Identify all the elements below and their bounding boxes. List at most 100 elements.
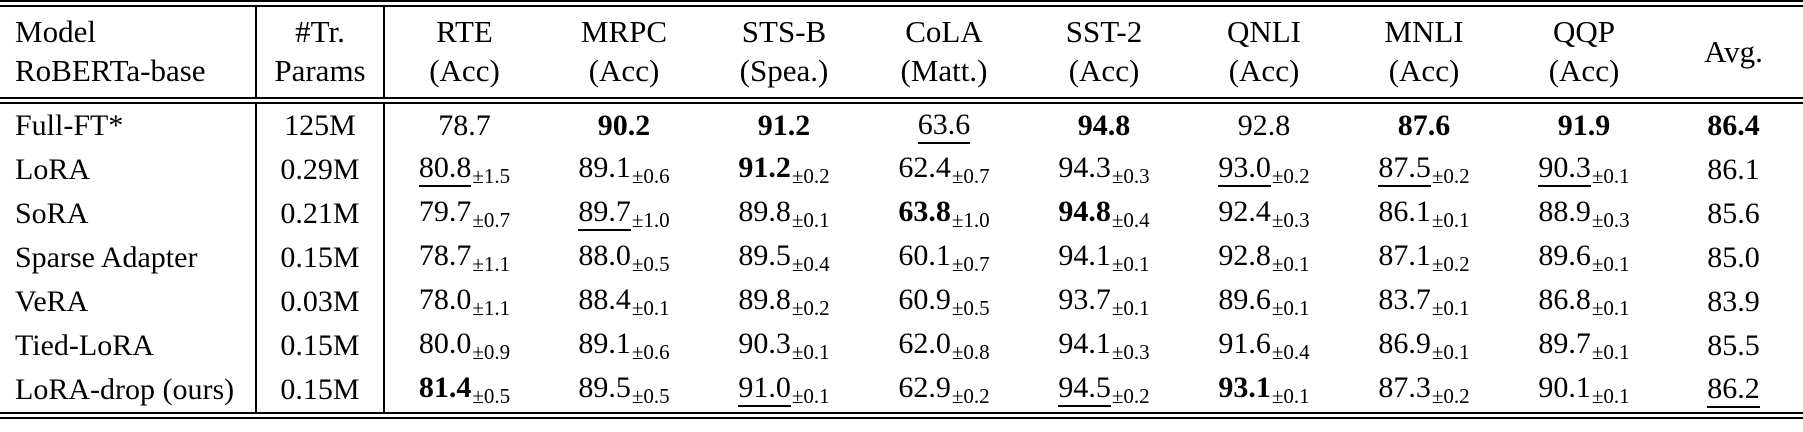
score-value: 83.7 <box>1378 283 1431 316</box>
header-params-line2: Params <box>274 53 366 88</box>
score-cell: 93.1±0.1 <box>1184 368 1344 416</box>
score-value: 91.6 <box>1218 327 1271 360</box>
score-value: 89.6 <box>1538 239 1591 272</box>
score-value: 85.5 <box>1707 329 1760 362</box>
score-std: ±0.4 <box>1111 208 1150 232</box>
score-cell: 91.9 <box>1504 101 1664 149</box>
model-name: SoRA <box>0 192 257 236</box>
header-avg: Avg. <box>1664 3 1803 104</box>
model-name: Tied-LoRA <box>0 324 257 368</box>
score-value: 85.0 <box>1707 241 1760 274</box>
score-value: 87.6 <box>1397 109 1451 142</box>
score-cell: 93.0±0.2 <box>1184 148 1344 192</box>
score-std: ±0.1 <box>1591 296 1630 320</box>
score-value: 89.8 <box>738 283 791 316</box>
score-value: 88.4 <box>578 283 631 316</box>
score-std: ±1.5 <box>472 164 511 188</box>
header-model-line1: Model <box>15 14 96 49</box>
score-std: ±0.1 <box>1271 252 1310 276</box>
score-cell: 89.7±0.1 <box>1504 324 1664 368</box>
score-cell: 80.0±0.9 <box>384 324 544 368</box>
header-task-rte: RTE (Acc) <box>384 3 544 104</box>
score-cell: 89.8±0.1 <box>704 192 864 236</box>
score-value: 91.0 <box>738 373 791 407</box>
score-value: 81.4 <box>418 371 472 404</box>
score-std: ±0.9 <box>472 340 511 364</box>
header-task-qqp: QQP (Acc) <box>1504 3 1664 104</box>
table-row: Tied-LoRA 0.15M 80.0±0.9 89.1±0.6 90.3±0.1 62… <box>0 324 1803 368</box>
score-cell: 87.6 <box>1344 101 1504 149</box>
score-cell: 91.2 <box>704 101 864 149</box>
score-std: ±1.1 <box>472 252 511 276</box>
score-value: 93.1 <box>1218 371 1271 404</box>
trainable-params: 0.15M <box>256 368 385 416</box>
score-std: ±0.2 <box>791 164 830 188</box>
trainable-params: 0.29M <box>256 148 385 192</box>
score-value: 87.5 <box>1378 153 1431 187</box>
score-value: 91.9 <box>1557 109 1611 142</box>
score-value: 90.3 <box>1538 153 1591 187</box>
score-std: ±0.1 <box>1431 208 1470 232</box>
model-name: VeRA <box>0 280 257 324</box>
score-cell: 87.3±0.2 <box>1344 368 1504 416</box>
score-cell: 90.1±0.1 <box>1504 368 1664 416</box>
model-name: Full-FT* <box>0 100 257 148</box>
header-task-mnli: MNLI (Acc) <box>1344 3 1504 104</box>
score-cell: 79.7±0.7 <box>384 192 544 236</box>
table-header: Model RoBERTa-base #Tr. Params RTE (Acc)… <box>0 3 1803 104</box>
score-std: ±0.5 <box>951 296 990 320</box>
score-std: ±0.1 <box>1271 296 1310 320</box>
score-cell: 93.7±0.1 <box>1024 280 1184 324</box>
score-value: 90.3 <box>738 327 791 360</box>
score-cell: 63.6 <box>864 101 1024 149</box>
header-task-sst2: SST-2 (Acc) <box>1024 3 1184 104</box>
score-cell: 89.1±0.6 <box>544 148 704 192</box>
score-cell: 94.8±0.4 <box>1024 192 1184 236</box>
score-value: 86.2 <box>1707 374 1760 408</box>
score-value: 93.7 <box>1058 283 1111 316</box>
score-std: ±0.2 <box>791 296 830 320</box>
score-value: 86.8 <box>1538 283 1591 316</box>
score-std: ±0.3 <box>1591 208 1630 232</box>
score-std: ±0.1 <box>1431 296 1470 320</box>
score-value: 90.1 <box>1538 371 1591 404</box>
score-std: ±0.1 <box>791 208 830 232</box>
score-cell: 78.7 <box>384 101 544 149</box>
trainable-params: 0.21M <box>256 192 385 236</box>
header-task-mrpc: MRPC (Acc) <box>544 3 704 104</box>
score-value: 80.8 <box>418 153 472 187</box>
score-cell: 87.5±0.2 <box>1344 148 1504 192</box>
score-value: 86.1 <box>1707 153 1760 186</box>
score-cell: 89.6±0.1 <box>1504 236 1664 280</box>
score-value: 87.1 <box>1378 239 1431 272</box>
header-params-line1: #Tr. <box>295 14 345 49</box>
header-row: Model RoBERTa-base #Tr. Params RTE (Acc)… <box>0 3 1803 104</box>
trainable-params: 125M <box>256 100 385 148</box>
avg-cell: 85.6 <box>1664 192 1803 236</box>
score-std: ±0.1 <box>1591 340 1630 364</box>
table-body: Full-FT* 125M 78.7 90.2 91.2 63.6 94.8 92.8 87.6… <box>0 100 1803 416</box>
score-std: ±0.4 <box>791 252 830 276</box>
score-value: 63.8 <box>898 195 951 228</box>
table-row: Sparse Adapter 0.15M 78.7±1.1 88.0±0.5 89.5±… <box>0 236 1803 280</box>
score-std: ±1.0 <box>631 208 670 232</box>
score-value: 90.2 <box>597 109 651 142</box>
score-cell: 89.7±1.0 <box>544 192 704 236</box>
score-std: ±0.1 <box>631 296 670 320</box>
score-std: ±0.1 <box>1111 296 1150 320</box>
score-value: 94.8 <box>1077 109 1131 142</box>
score-value: 78.7 <box>438 109 491 142</box>
header-model: Model RoBERTa-base <box>0 3 257 104</box>
score-value: 91.2 <box>738 151 791 184</box>
score-std: ±0.1 <box>791 384 830 408</box>
score-value: 87.3 <box>1378 371 1431 404</box>
score-value: 89.5 <box>738 239 791 272</box>
score-value: 89.1 <box>578 327 631 360</box>
avg-cell: 85.0 <box>1664 236 1803 280</box>
score-cell: 80.8±1.5 <box>384 148 544 192</box>
score-value: 60.9 <box>898 283 951 316</box>
score-std: ±0.1 <box>791 340 830 364</box>
score-value: 93.0 <box>1218 153 1271 187</box>
score-value: 92.8 <box>1237 109 1291 142</box>
score-std: ±0.1 <box>1111 252 1150 276</box>
